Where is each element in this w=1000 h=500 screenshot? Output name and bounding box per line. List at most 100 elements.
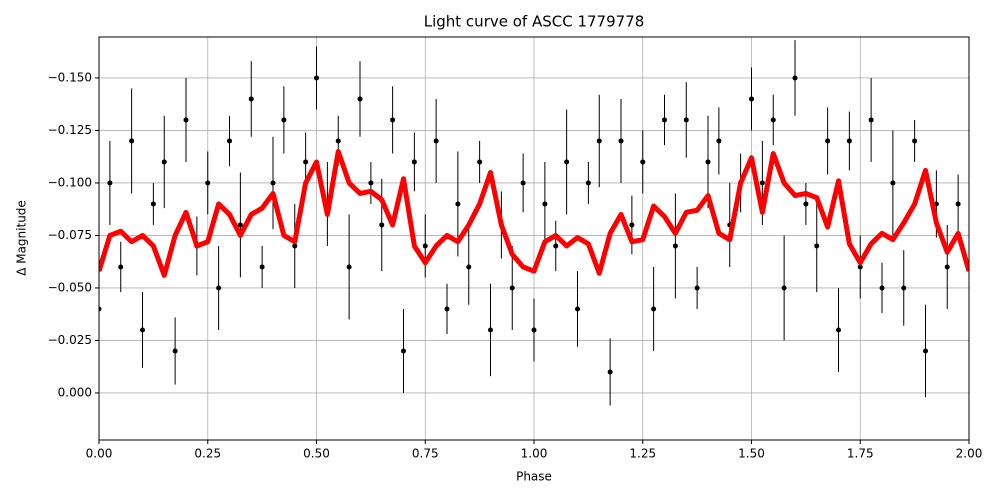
y-tick-label: −0.100 <box>48 175 92 189</box>
y-tick-label: −0.050 <box>48 280 92 294</box>
data-point <box>346 264 352 270</box>
data-point <box>901 285 907 291</box>
x-tick-label: 0.25 <box>194 447 221 461</box>
data-point <box>716 138 722 144</box>
x-tick-label: 1.00 <box>521 447 548 461</box>
data-point <box>390 117 396 123</box>
data-point <box>357 96 363 102</box>
chart-title: Light curve of ASCC 1779778 <box>424 13 645 31</box>
data-point <box>575 306 580 312</box>
data-point <box>107 180 113 186</box>
y-axis-label: Δ Magnitude <box>15 200 29 276</box>
data-point <box>466 264 472 270</box>
data-point <box>759 180 765 186</box>
data-point <box>596 138 602 144</box>
y-tick-label: −0.125 <box>48 123 92 137</box>
data-point <box>477 159 483 165</box>
data-point <box>488 327 493 333</box>
data-point <box>433 138 439 144</box>
data-point <box>248 96 254 102</box>
data-point <box>531 327 537 333</box>
data-point <box>411 159 417 165</box>
x-tick-label: 1.75 <box>847 447 874 461</box>
plot-frame <box>98 36 970 441</box>
model-line <box>99 148 969 278</box>
data-point <box>955 201 961 207</box>
data-point <box>118 264 124 270</box>
data-point <box>705 159 711 165</box>
data-point <box>814 243 820 249</box>
data-point <box>672 243 678 249</box>
data-point <box>455 201 461 207</box>
x-axis-label: Phase <box>516 470 552 484</box>
data-point <box>314 75 319 81</box>
ticks: 0.00 0.25 0.50 0.75 1.00 1.25 1.50 1.75 2.00 0.00… <box>48 70 983 460</box>
data-point <box>846 138 852 144</box>
data-point <box>770 117 776 123</box>
x-tick-label: 0.50 <box>303 447 330 461</box>
data-point <box>237 222 243 228</box>
data-point <box>662 117 667 123</box>
data-point <box>553 243 559 249</box>
data-point <box>564 159 570 165</box>
data-point <box>379 222 385 228</box>
data-point <box>99 306 102 312</box>
data-point <box>803 201 809 207</box>
data-point <box>857 264 863 270</box>
data-point <box>401 348 406 354</box>
data-point <box>912 138 918 144</box>
data-point <box>868 117 874 123</box>
data-point <box>520 180 526 186</box>
data-point <box>129 138 135 144</box>
data-point <box>303 159 309 165</box>
data-point <box>140 327 145 333</box>
data-point <box>651 306 657 312</box>
data-point <box>216 285 222 291</box>
data-point <box>944 264 950 270</box>
data-point <box>368 180 374 186</box>
data-point <box>281 117 287 123</box>
data-point <box>683 117 689 123</box>
data-point <box>607 369 613 375</box>
data-point <box>292 243 298 249</box>
data-point <box>640 159 646 165</box>
data-point <box>825 138 831 144</box>
data-point <box>792 75 798 81</box>
data-point <box>444 306 450 312</box>
data-point <box>161 159 167 165</box>
data-point <box>585 180 591 186</box>
data-point <box>836 327 841 333</box>
x-tick-label: 0.75 <box>412 447 439 461</box>
data-point <box>270 180 276 186</box>
x-tick-label: 1.25 <box>629 447 656 461</box>
data-point <box>183 117 189 123</box>
x-tick-label: 1.50 <box>738 447 765 461</box>
data-point <box>205 180 211 186</box>
data-point <box>749 96 754 102</box>
marks <box>99 40 969 406</box>
x-tick-label: 2.00 <box>956 447 983 461</box>
data-point <box>150 201 156 207</box>
y-tick-label: −0.075 <box>48 228 92 242</box>
data-point <box>781 285 787 291</box>
data-point <box>509 285 515 291</box>
data-point <box>879 285 885 291</box>
data-point <box>890 180 896 186</box>
y-tick-label: 0.000 <box>58 385 92 399</box>
data-point <box>259 264 265 270</box>
data-point <box>335 138 341 144</box>
y-tick-label: −0.025 <box>48 333 92 347</box>
data-point <box>227 138 232 144</box>
data-point <box>172 348 178 354</box>
data-point <box>618 138 624 144</box>
y-tick-label: −0.150 <box>48 70 92 84</box>
x-tick-label: 0.00 <box>86 447 113 461</box>
data-point <box>542 201 548 207</box>
data-point <box>629 222 635 228</box>
data-point <box>422 243 428 249</box>
data-point <box>694 285 700 291</box>
data-point <box>923 348 928 354</box>
